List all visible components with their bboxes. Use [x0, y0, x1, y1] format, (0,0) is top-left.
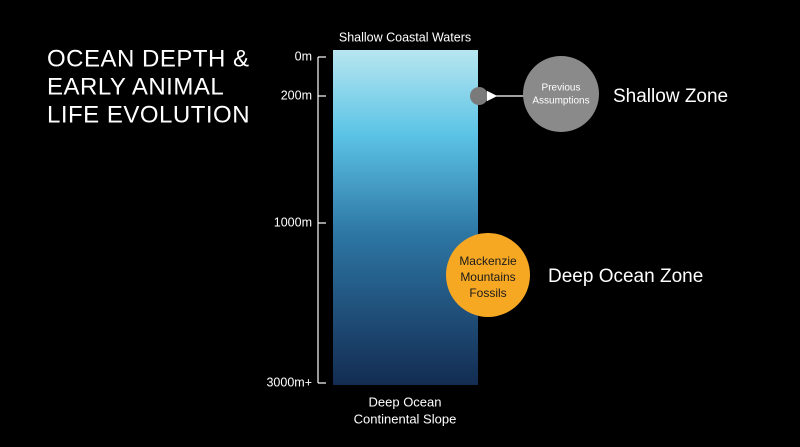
column-bottom-label: Deep Ocean — [369, 394, 442, 409]
zone-label: Shallow Zone — [613, 86, 728, 107]
previous-circle — [523, 56, 599, 132]
title-line: LIFE EVOLUTION — [47, 101, 250, 128]
fossil-circle — [446, 233, 530, 317]
circle-label: Previous — [542, 83, 581, 94]
depth-label: 1000m — [274, 215, 312, 229]
depth-label: 0m — [295, 49, 312, 63]
depth-label: 200m — [281, 88, 312, 102]
title: OCEAN DEPTH & EARLY ANIMAL LIFE EVOLUTIO… — [47, 45, 250, 128]
column-top-label: Shallow Coastal Waters — [339, 30, 471, 44]
circle-label: Fossils — [469, 286, 506, 300]
zone-label: Deep Ocean Zone — [548, 266, 703, 287]
shallow-dot — [470, 87, 488, 105]
depth-label: 3000m+ — [266, 375, 312, 389]
ocean-column — [333, 50, 478, 385]
depth-axis — [317, 56, 326, 384]
circle-label: Mackenzie — [459, 254, 517, 268]
column-bottom-label: Continental Slope — [354, 411, 457, 426]
title-line: OCEAN DEPTH & — [47, 45, 250, 72]
circle-label: Mountains — [460, 270, 515, 284]
circle-label: Assumptions — [532, 96, 589, 107]
title-line: EARLY ANIMAL — [47, 73, 224, 100]
